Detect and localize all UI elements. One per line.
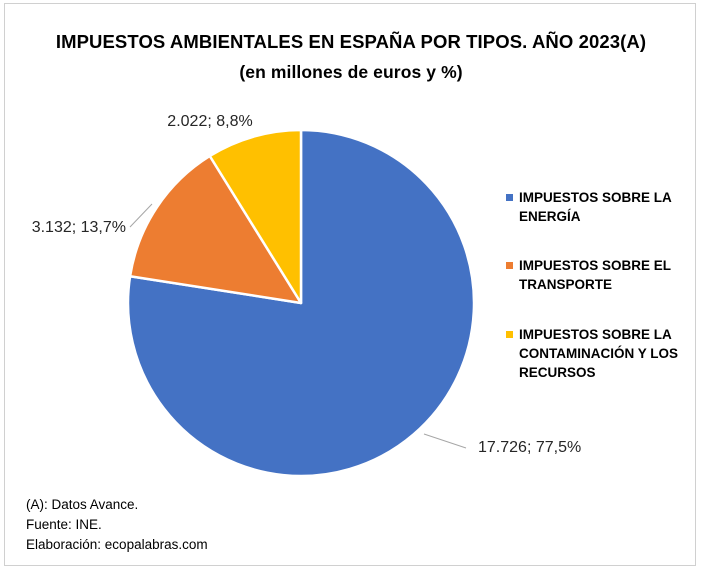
legend-label-line: CONTAMINACIÓN Y LOS xyxy=(519,346,679,361)
legend-swatch xyxy=(506,331,513,338)
data-label-transporte: 3.132; 13,7% xyxy=(32,219,126,236)
chart-legend: IMPUESTOS SOBRE LA ENERGÍA IMPUESTOS SOBRE… xyxy=(506,188,696,412)
chart-frame xyxy=(4,3,696,566)
legend-label-line: TRANSPORTE xyxy=(519,277,613,292)
legend-item-transporte: IMPUESTOS SOBRE EL TRANSPORTE xyxy=(506,256,696,294)
note-data-advance: (A): Datos Avance. xyxy=(26,497,139,512)
legend-swatch xyxy=(506,262,513,269)
data-label-transporte-leader-line xyxy=(129,203,153,228)
legend-item-contaminacion: IMPUESTOS SOBRE LA CONTAMINACIÓN Y LOS REC… xyxy=(506,325,696,382)
note-credit: Elaboración: ecopalabras.com xyxy=(26,537,208,552)
legend-label-line: IMPUESTOS SOBRE LA xyxy=(519,327,672,342)
legend-swatch xyxy=(506,194,513,201)
data-label-energia: 17.726; 77,5% xyxy=(478,439,581,456)
note-source: Fuente: INE. xyxy=(26,517,102,532)
chart-subtitle: (en millones de euros y %) xyxy=(239,62,463,82)
legend-label-line: RECURSOS xyxy=(519,365,596,380)
chart-title: IMPUESTOS AMBIENTALES EN ESPAÑA POR TIPO… xyxy=(55,31,647,52)
pie-slice-transporte xyxy=(128,154,303,305)
legend-item-energia: IMPUESTOS SOBRE LA ENERGÍA xyxy=(506,188,696,226)
legend-label-line: ENERGÍA xyxy=(519,209,581,224)
data-label-energia-leader-line xyxy=(423,433,467,449)
chart-notes: (A): Datos Avance. Fuente: INE. Elaborac… xyxy=(26,495,208,555)
pie-slice-contaminacion xyxy=(208,128,303,305)
data-label-contaminacion: 2.022; 8,8% xyxy=(167,113,252,130)
legend-label-line: IMPUESTOS SOBRE EL xyxy=(519,258,672,273)
legend-label-line: IMPUESTOS SOBRE LA xyxy=(519,190,672,205)
